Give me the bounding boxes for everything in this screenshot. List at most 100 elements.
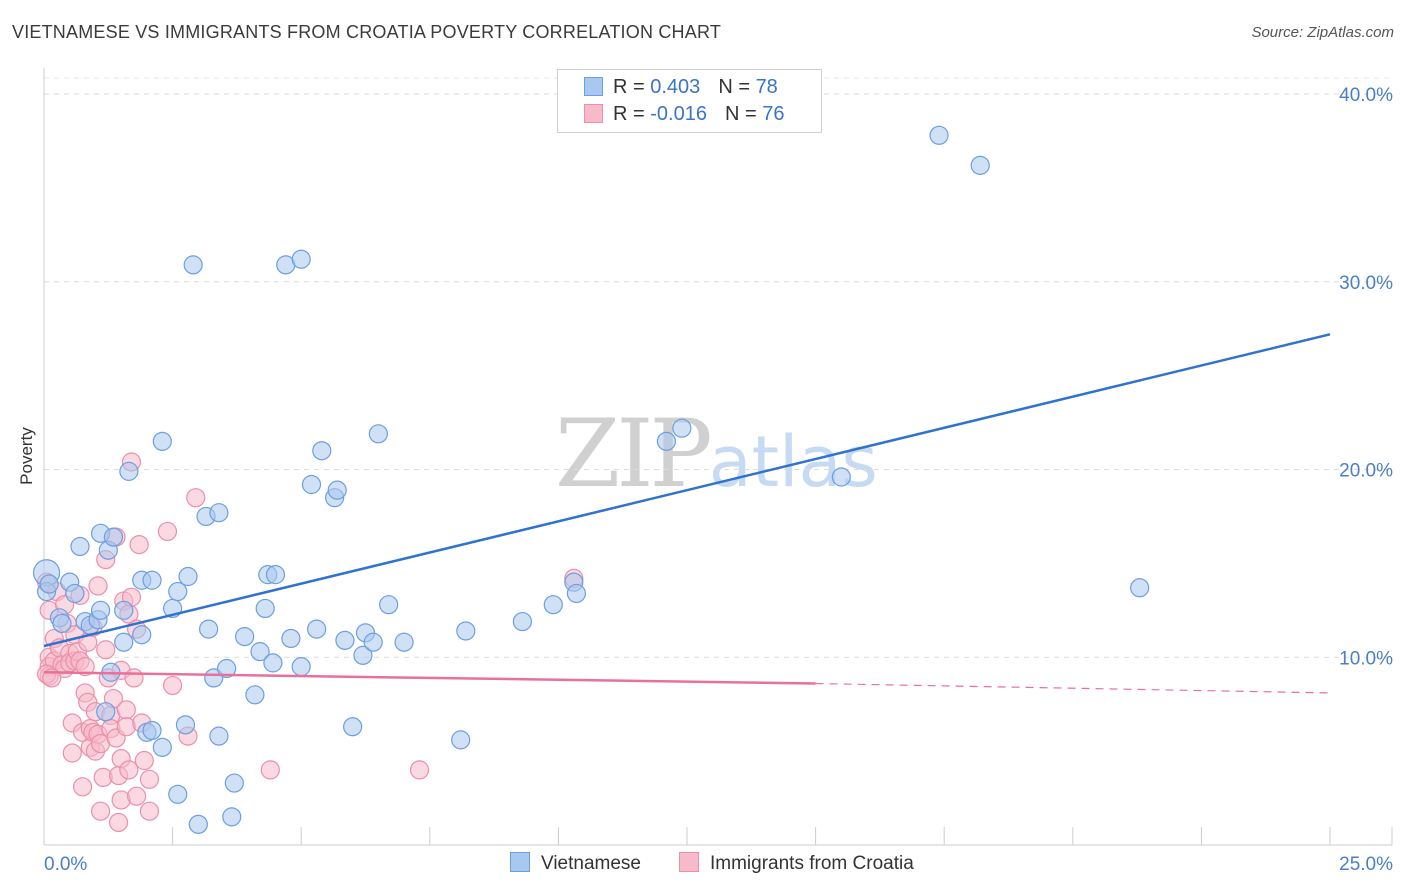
croatia-point xyxy=(260,760,280,780)
bottom-legend-croatia: Immigrants from Croatia xyxy=(679,852,914,875)
croatia-point xyxy=(90,801,111,821)
vietnamese-point xyxy=(543,595,563,615)
vietnamese-point xyxy=(199,619,219,639)
vietnamese-point xyxy=(178,566,198,587)
legend-r-label: R = xyxy=(613,76,651,98)
legend-n-label: N = xyxy=(718,76,756,98)
vietnamese-point xyxy=(168,581,188,602)
croatia-point xyxy=(88,576,108,596)
vietnamese-point xyxy=(1130,578,1150,598)
vietnamese-point xyxy=(263,653,283,673)
croatia-point xyxy=(96,640,116,660)
vietnamese-point xyxy=(204,668,224,688)
vietnamese-point xyxy=(114,632,134,652)
legend-n-label: N = xyxy=(724,103,763,125)
vietnamese-point xyxy=(379,595,399,615)
croatia-point xyxy=(409,760,430,780)
vietnamese-point xyxy=(39,574,59,594)
legend-swatch-croatia xyxy=(584,104,603,123)
x-tick-label-min: 0.0% xyxy=(44,854,87,875)
vietnamese-point xyxy=(281,628,301,649)
vietnamese-point xyxy=(217,658,237,679)
croatia-point xyxy=(186,488,206,508)
croatia-point xyxy=(124,668,144,688)
vietnamese-point xyxy=(188,814,208,834)
vietnamese-point xyxy=(831,467,851,487)
vietnamese-point xyxy=(368,424,388,444)
vietnamese-point xyxy=(183,255,203,275)
vietnamese-point xyxy=(114,600,134,620)
watermark-atlas: atlas xyxy=(708,421,878,503)
vietnamese-point xyxy=(96,702,116,722)
vietnamese-point xyxy=(235,626,255,647)
croatia-point xyxy=(129,534,149,555)
y-tick-label: 30.0% xyxy=(1339,273,1393,294)
vietnamese-point xyxy=(245,685,265,705)
vietnamese-point xyxy=(312,441,332,461)
legend-row-croatia: R = -0.016 N = 76 xyxy=(584,103,784,125)
vietnamese-point xyxy=(343,717,363,737)
vietnamese-point xyxy=(103,527,124,547)
vietnamese-point xyxy=(222,807,242,827)
vietnamese-point xyxy=(265,565,286,585)
bottom-legend-vietnamese: Vietnamese xyxy=(510,852,641,875)
y-tick-label: 10.0% xyxy=(1339,648,1393,669)
vietnamese-point xyxy=(394,632,414,652)
vietnamese-point xyxy=(152,431,172,451)
vietnamese-point xyxy=(335,630,355,650)
vietnamese-point xyxy=(142,720,162,741)
vietnamese-point xyxy=(363,632,383,652)
croatia-trend-extension xyxy=(815,682,1331,694)
croatia-point xyxy=(75,657,95,677)
legend-r-value: 0.403 xyxy=(650,76,701,98)
croatia-point xyxy=(116,700,136,720)
legend-r-value: -0.016 xyxy=(650,103,707,125)
vietnamese-point xyxy=(175,715,196,735)
vietnamese-point xyxy=(291,249,311,269)
bottom-legend-swatch-croatia xyxy=(679,852,699,872)
axes xyxy=(43,68,1392,846)
vietnamese-point xyxy=(52,613,72,634)
vietnamese-point xyxy=(566,583,587,604)
vietnamese-point xyxy=(70,536,90,557)
croatia-point xyxy=(62,743,82,763)
croatia-point xyxy=(126,786,147,806)
vietnamese-point xyxy=(255,598,275,619)
legend-n-value: 78 xyxy=(755,76,778,98)
vietnamese-point xyxy=(152,737,172,757)
stats-legend: R = 0.403 N = 78 R = -0.016 N = 76 xyxy=(557,69,822,133)
croatia-point xyxy=(72,777,93,797)
vietnamese-point xyxy=(132,625,152,645)
croatia-trend-line xyxy=(43,671,816,685)
croatia-point xyxy=(134,750,154,771)
vietnamese-point xyxy=(307,619,327,639)
x-tick-label-max: 25.0% xyxy=(1339,854,1393,875)
vietnamese-point xyxy=(224,773,244,793)
croatia-point xyxy=(163,675,183,696)
croatia-point xyxy=(119,760,139,780)
bottom-legend-swatch-vietnamese xyxy=(510,852,530,872)
vietnamese-point xyxy=(327,480,347,500)
legend-r-label: R = xyxy=(613,103,651,125)
vietnamese-point xyxy=(929,125,949,145)
vietnamese-point xyxy=(512,611,532,632)
series-vietnamese-points xyxy=(32,125,1150,834)
vietnamese-point xyxy=(672,418,692,438)
trend-lines xyxy=(43,333,1331,694)
croatia-point xyxy=(108,812,129,833)
bottom-legend-label-vietnamese: Vietnamese xyxy=(541,853,641,874)
vietnamese-point xyxy=(90,600,111,620)
source-label: Source: ZipAtlas.com xyxy=(1251,24,1394,41)
vietnamese-point xyxy=(353,645,373,665)
croatia-point xyxy=(139,769,160,789)
vietnamese-point xyxy=(65,583,85,604)
vietnamese-point xyxy=(291,657,311,677)
croatia-point xyxy=(139,801,160,821)
legend-n-value: 76 xyxy=(762,103,785,125)
vietnamese-point xyxy=(119,461,139,481)
y-tick-label: 20.0% xyxy=(1339,461,1393,482)
vietnamese-point xyxy=(209,726,229,746)
legend-row-vietnamese: R = 0.403 N = 78 xyxy=(584,76,778,98)
chart-title: VIETNAMESE VS IMMIGRANTS FROM CROATIA PO… xyxy=(12,22,722,42)
